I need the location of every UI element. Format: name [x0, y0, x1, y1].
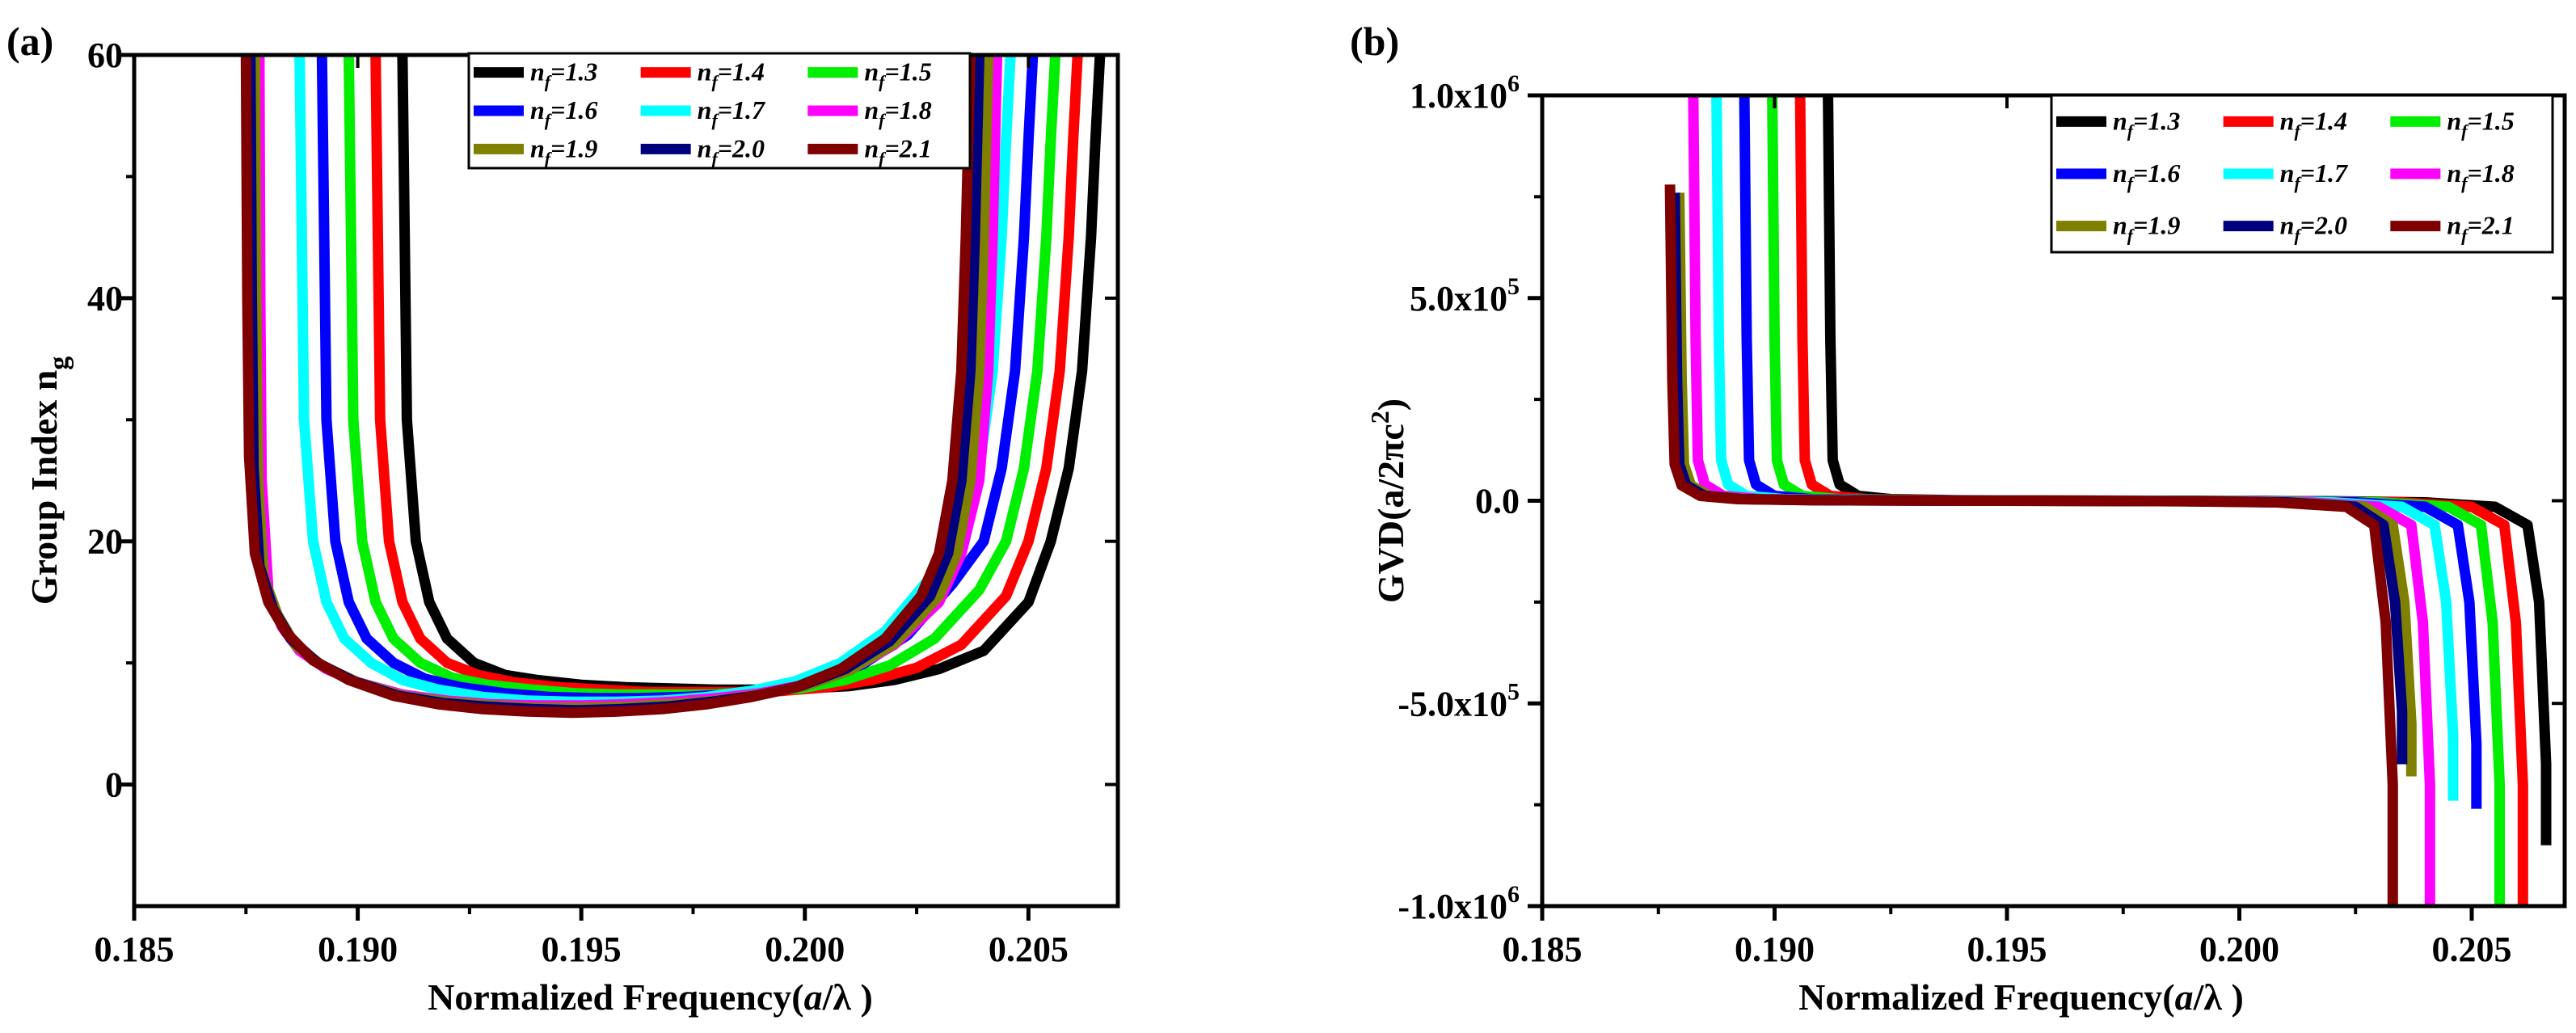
x-tick-label: 0.185: [95, 930, 175, 969]
y-tick-label: 20: [87, 522, 123, 562]
series-line-nf-2.1: [240, 55, 976, 719]
legend-entry: nf=1.9: [2113, 211, 2180, 246]
x-axis-label: Normalized Frequency(a/λ ): [428, 976, 873, 1018]
legend-entry: nf=1.8: [2447, 158, 2514, 193]
legend-entry: nf=2.0: [2280, 211, 2347, 246]
legend-entry: nf=1.7: [2280, 158, 2349, 193]
panel-a: (a) 0.185 0.190 0.195 0.200 0.205 0 20 40 60 Norma…: [6, 19, 1120, 1018]
legend-entry: nf=1.6: [530, 95, 597, 130]
legend-entry: nf=1.9: [530, 133, 597, 168]
y-tick-label: 0: [105, 765, 123, 805]
y-axis-label: GVD(a/2πc2): [1365, 398, 1411, 603]
x-tick-label: 0.190: [318, 930, 398, 969]
legend-entry: nf=1.4: [2280, 106, 2347, 141]
legend-box: [2050, 94, 2554, 254]
x-tick-label: 0.200: [765, 930, 845, 969]
y-tick-label: -5.0x105: [1398, 678, 1520, 723]
y-tick-label: -1.0x106: [1398, 881, 1520, 926]
legend-entry: nf=1.7: [698, 95, 766, 130]
legend-entry: nf=1.3: [2113, 106, 2180, 141]
x-axis-label: Normalized Frequency(a/λ ): [1798, 976, 2244, 1018]
panel-label: (b): [1350, 19, 1399, 64]
panel-label: (a): [6, 19, 53, 64]
series-group: [1664, 95, 2552, 906]
legend-box: [467, 52, 972, 170]
x-tick-label: 0.205: [2432, 930, 2512, 969]
legend: nf=1.3 nf=1.4 nf=1.5 nf=1.6 nf=1.7 nf=1.8 nf=1…: [467, 52, 972, 170]
legend-entry: nf=1.6: [2113, 158, 2180, 193]
legend-entry: nf=1.5: [2447, 106, 2514, 141]
legend: nf=1.3 nf=1.4 nf=1.5 nf=1.6 nf=1.7 nf=1.8 nf=1…: [2050, 94, 2554, 254]
legend-entry: nf=2.1: [2447, 211, 2514, 246]
x-tick-label: 0.185: [1503, 930, 1583, 969]
y-tick-label: 60: [87, 36, 123, 75]
legend-entry: nf=1.5: [864, 57, 931, 92]
legend-entry: nf=1.8: [864, 95, 931, 130]
x-tick-label: 0.190: [1735, 930, 1815, 969]
x-tick-label: 0.200: [2199, 930, 2279, 969]
panel-b: (b) 0.185 0.190 0.195 0.200 0.205 -1.0x106 -5.0…: [1350, 19, 2567, 1018]
y-axis-label: Group Index ng: [23, 356, 74, 605]
series-group: [240, 55, 1106, 719]
x-tick-label: 0.195: [1967, 930, 2047, 969]
y-tick-label: 0.0: [1475, 482, 1520, 521]
y-tick-label: 40: [87, 279, 123, 318]
y-tick-label: 5.0x105: [1410, 273, 1520, 318]
y-tick-label: 1.0x106: [1410, 70, 1520, 116]
x-tick-label: 0.195: [542, 930, 622, 969]
legend-entry: nf=2.1: [864, 133, 931, 168]
x-tick-label: 0.205: [989, 930, 1069, 969]
series-line-nf-2.1: [1664, 184, 2398, 906]
legend-entry: nf=1.4: [698, 57, 765, 92]
legend-entry: nf=2.0: [698, 133, 765, 168]
legend-entry: nf=1.3: [530, 57, 597, 92]
